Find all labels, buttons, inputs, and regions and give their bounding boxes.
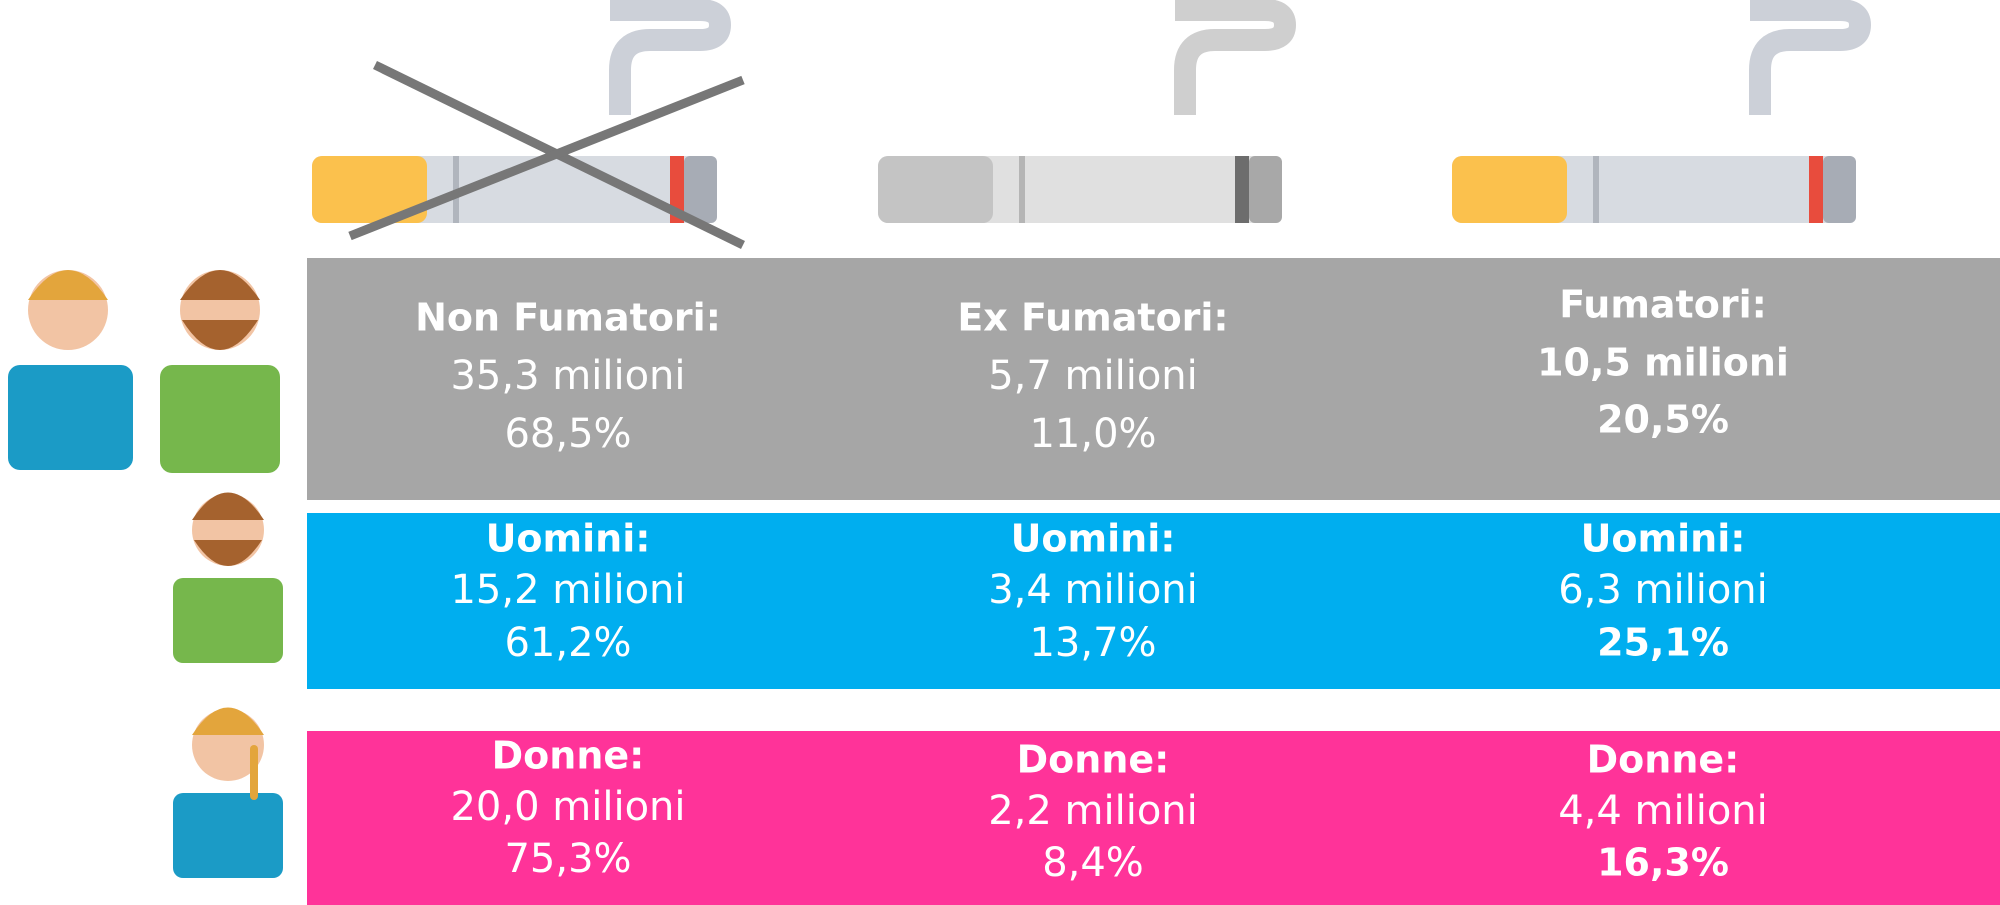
cell-count: 6,3 milioni [1558,567,1768,613]
cell-pct: 11,0% [1029,411,1156,457]
cell-title: Ex Fumatori: [957,296,1228,340]
cell-count: 5,7 milioni [988,353,1198,399]
cell-pct: 75,3% [504,836,631,882]
cell-title: Uomini: [1011,517,1176,561]
cell-pct: 16,3% [1597,841,1729,885]
cell-count: 4,4 milioni [1558,788,1768,834]
infographic: Non Fumatori: 35,3 milioni 68,5% Ex Fumator… [0,0,2000,905]
cell-count: 3,4 milioni [988,567,1198,613]
cell-pct: 8,4% [1042,840,1144,886]
cigarette-smoker [1452,10,1860,223]
cell-title: Donne: [1017,738,1170,782]
cell-title: Non Fumatori: [415,296,721,340]
cell-pct: 25,1% [1597,621,1729,665]
cell-pct: 20,5% [1597,398,1729,442]
cell-count: 15,2 milioni [450,567,685,613]
cell-pct: 61,2% [504,620,631,666]
cell-title: Fumatori: [1559,283,1767,327]
cell-count: 10,5 milioni [1537,341,1789,385]
cell-count: 2,2 milioni [988,788,1198,834]
cell-title: Donne: [1587,738,1740,782]
icon-woman [173,708,283,879]
cell-count: 20,0 milioni [450,784,685,830]
icon-man [173,493,283,664]
cell-pct: 68,5% [504,411,631,457]
cell-title: Donne: [492,734,645,778]
page: {"rows":[ {"cells":[ {"title":"Non Fumat… [0,0,2000,905]
cell-title: Uomini: [486,517,651,561]
cigarette-ex-smoker [878,10,1285,223]
cell-title: Uomini: [1581,517,1746,561]
cell-count: 35,3 milioni [450,353,685,399]
cell-pct: 13,7% [1029,620,1156,666]
icon-group [8,270,280,473]
cigarette-non-smoker [312,10,743,245]
